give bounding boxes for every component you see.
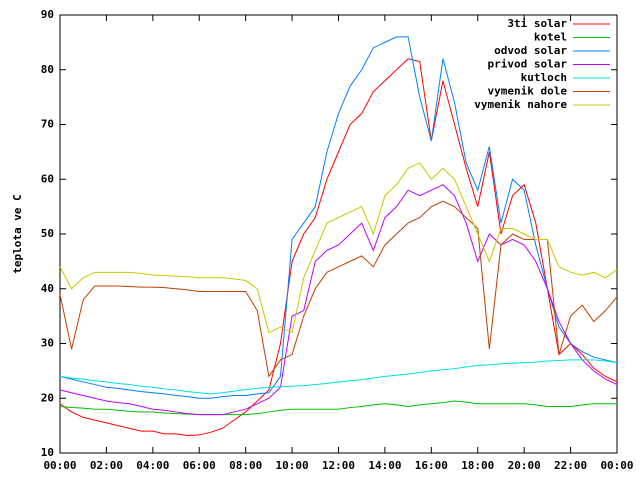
- x-tick-label: 10:00: [276, 459, 309, 472]
- x-tick-label: 06:00: [183, 459, 216, 472]
- legend-label: vymenik nahore: [474, 98, 567, 111]
- y-tick-label: 30: [41, 337, 54, 350]
- series-line: [59, 400, 617, 416]
- x-tick-label: 02:00: [90, 459, 123, 472]
- series-line: [59, 162, 618, 334]
- series-line: [59, 359, 618, 395]
- x-tick-label: 08:00: [229, 459, 262, 472]
- series-line: [59, 58, 618, 436]
- y-tick-label: 80: [41, 63, 54, 76]
- x-tick-label: 04:00: [136, 459, 169, 472]
- series-line: [59, 36, 618, 399]
- legend-label: odvod solar: [494, 44, 567, 57]
- y-axis-label: teplota ve C: [11, 194, 24, 273]
- x-tick-label: 14:00: [368, 459, 401, 472]
- y-tick-label: 40: [41, 282, 54, 295]
- y-tick-label: 10: [41, 446, 54, 459]
- legend-label: privod solar: [488, 58, 568, 71]
- series-line: [59, 184, 618, 416]
- x-tick-label: 12:00: [322, 459, 355, 472]
- legend-label: kutloch: [521, 71, 567, 84]
- y-tick-label: 90: [41, 8, 54, 21]
- y-tick-label: 50: [41, 227, 54, 240]
- series-line: [59, 200, 618, 378]
- x-tick-label: 20:00: [508, 459, 541, 472]
- x-tick-label: 22:00: [554, 459, 587, 472]
- y-tick-label: 60: [41, 172, 54, 185]
- x-tick-label: 00:00: [600, 459, 633, 472]
- x-tick-label: 18:00: [461, 459, 494, 472]
- y-tick-label: 20: [41, 391, 54, 404]
- x-tick-label: 00:00: [43, 459, 76, 472]
- y-tick-label: 70: [41, 118, 54, 131]
- legend-label: kotel: [534, 31, 567, 44]
- legend-label: vymenik dole: [488, 85, 568, 98]
- x-tick-label: 16:00: [415, 459, 448, 472]
- legend-label: 3ti solar: [507, 17, 567, 30]
